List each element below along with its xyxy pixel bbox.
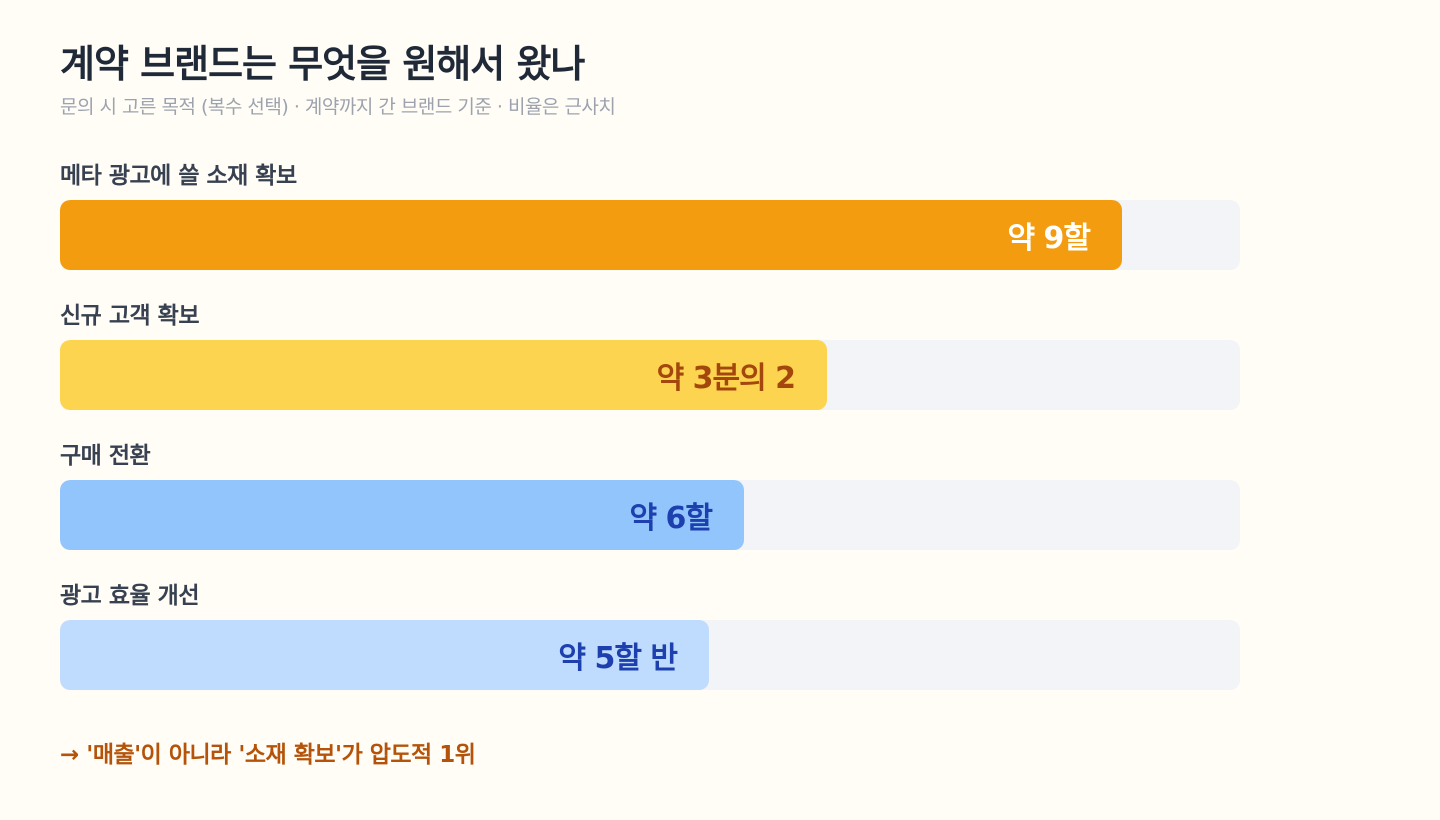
bar: 약 9할 [60,200,1122,270]
bar-track: 약 9할 [60,200,1240,270]
category-label: 신규 고객 확보 [60,303,199,329]
bar-value-label: 약 6할 [629,501,713,536]
bar-value-label: 약 3분의 2 [656,361,796,396]
category-label: 메타 광고에 쓸 소재 확보 [60,163,297,189]
bar-value-label: 약 9할 [1007,221,1091,256]
category-label: 광고 효율 개선 [60,583,199,609]
bar-track: 약 5할 반 [60,620,1240,690]
footnote: → '매출'이 아니라 '소재 확보'가 압도적 1위 [60,742,476,768]
chart-title: 계약 브랜드는 무엇을 원해서 왔나 [60,42,585,86]
bar: 약 5할 반 [60,620,709,690]
bar: 약 3분의 2 [60,340,827,410]
category-label: 구매 전환 [60,443,151,469]
bar-rows: 메타 광고에 쓸 소재 확보 약 9할 신규 고객 확보 약 3분의 2 구매 전환 약 … [60,152,1240,712]
bar-value-label: 약 5할 반 [558,641,678,676]
bar-track: 약 6할 [60,480,1240,550]
bar-track: 약 3분의 2 [60,340,1240,410]
chart-subtitle: 문의 시 고른 목적 (복수 선택) · 계약까지 간 브랜드 기준 · 비율은… [60,96,616,118]
bar: 약 6할 [60,480,744,550]
